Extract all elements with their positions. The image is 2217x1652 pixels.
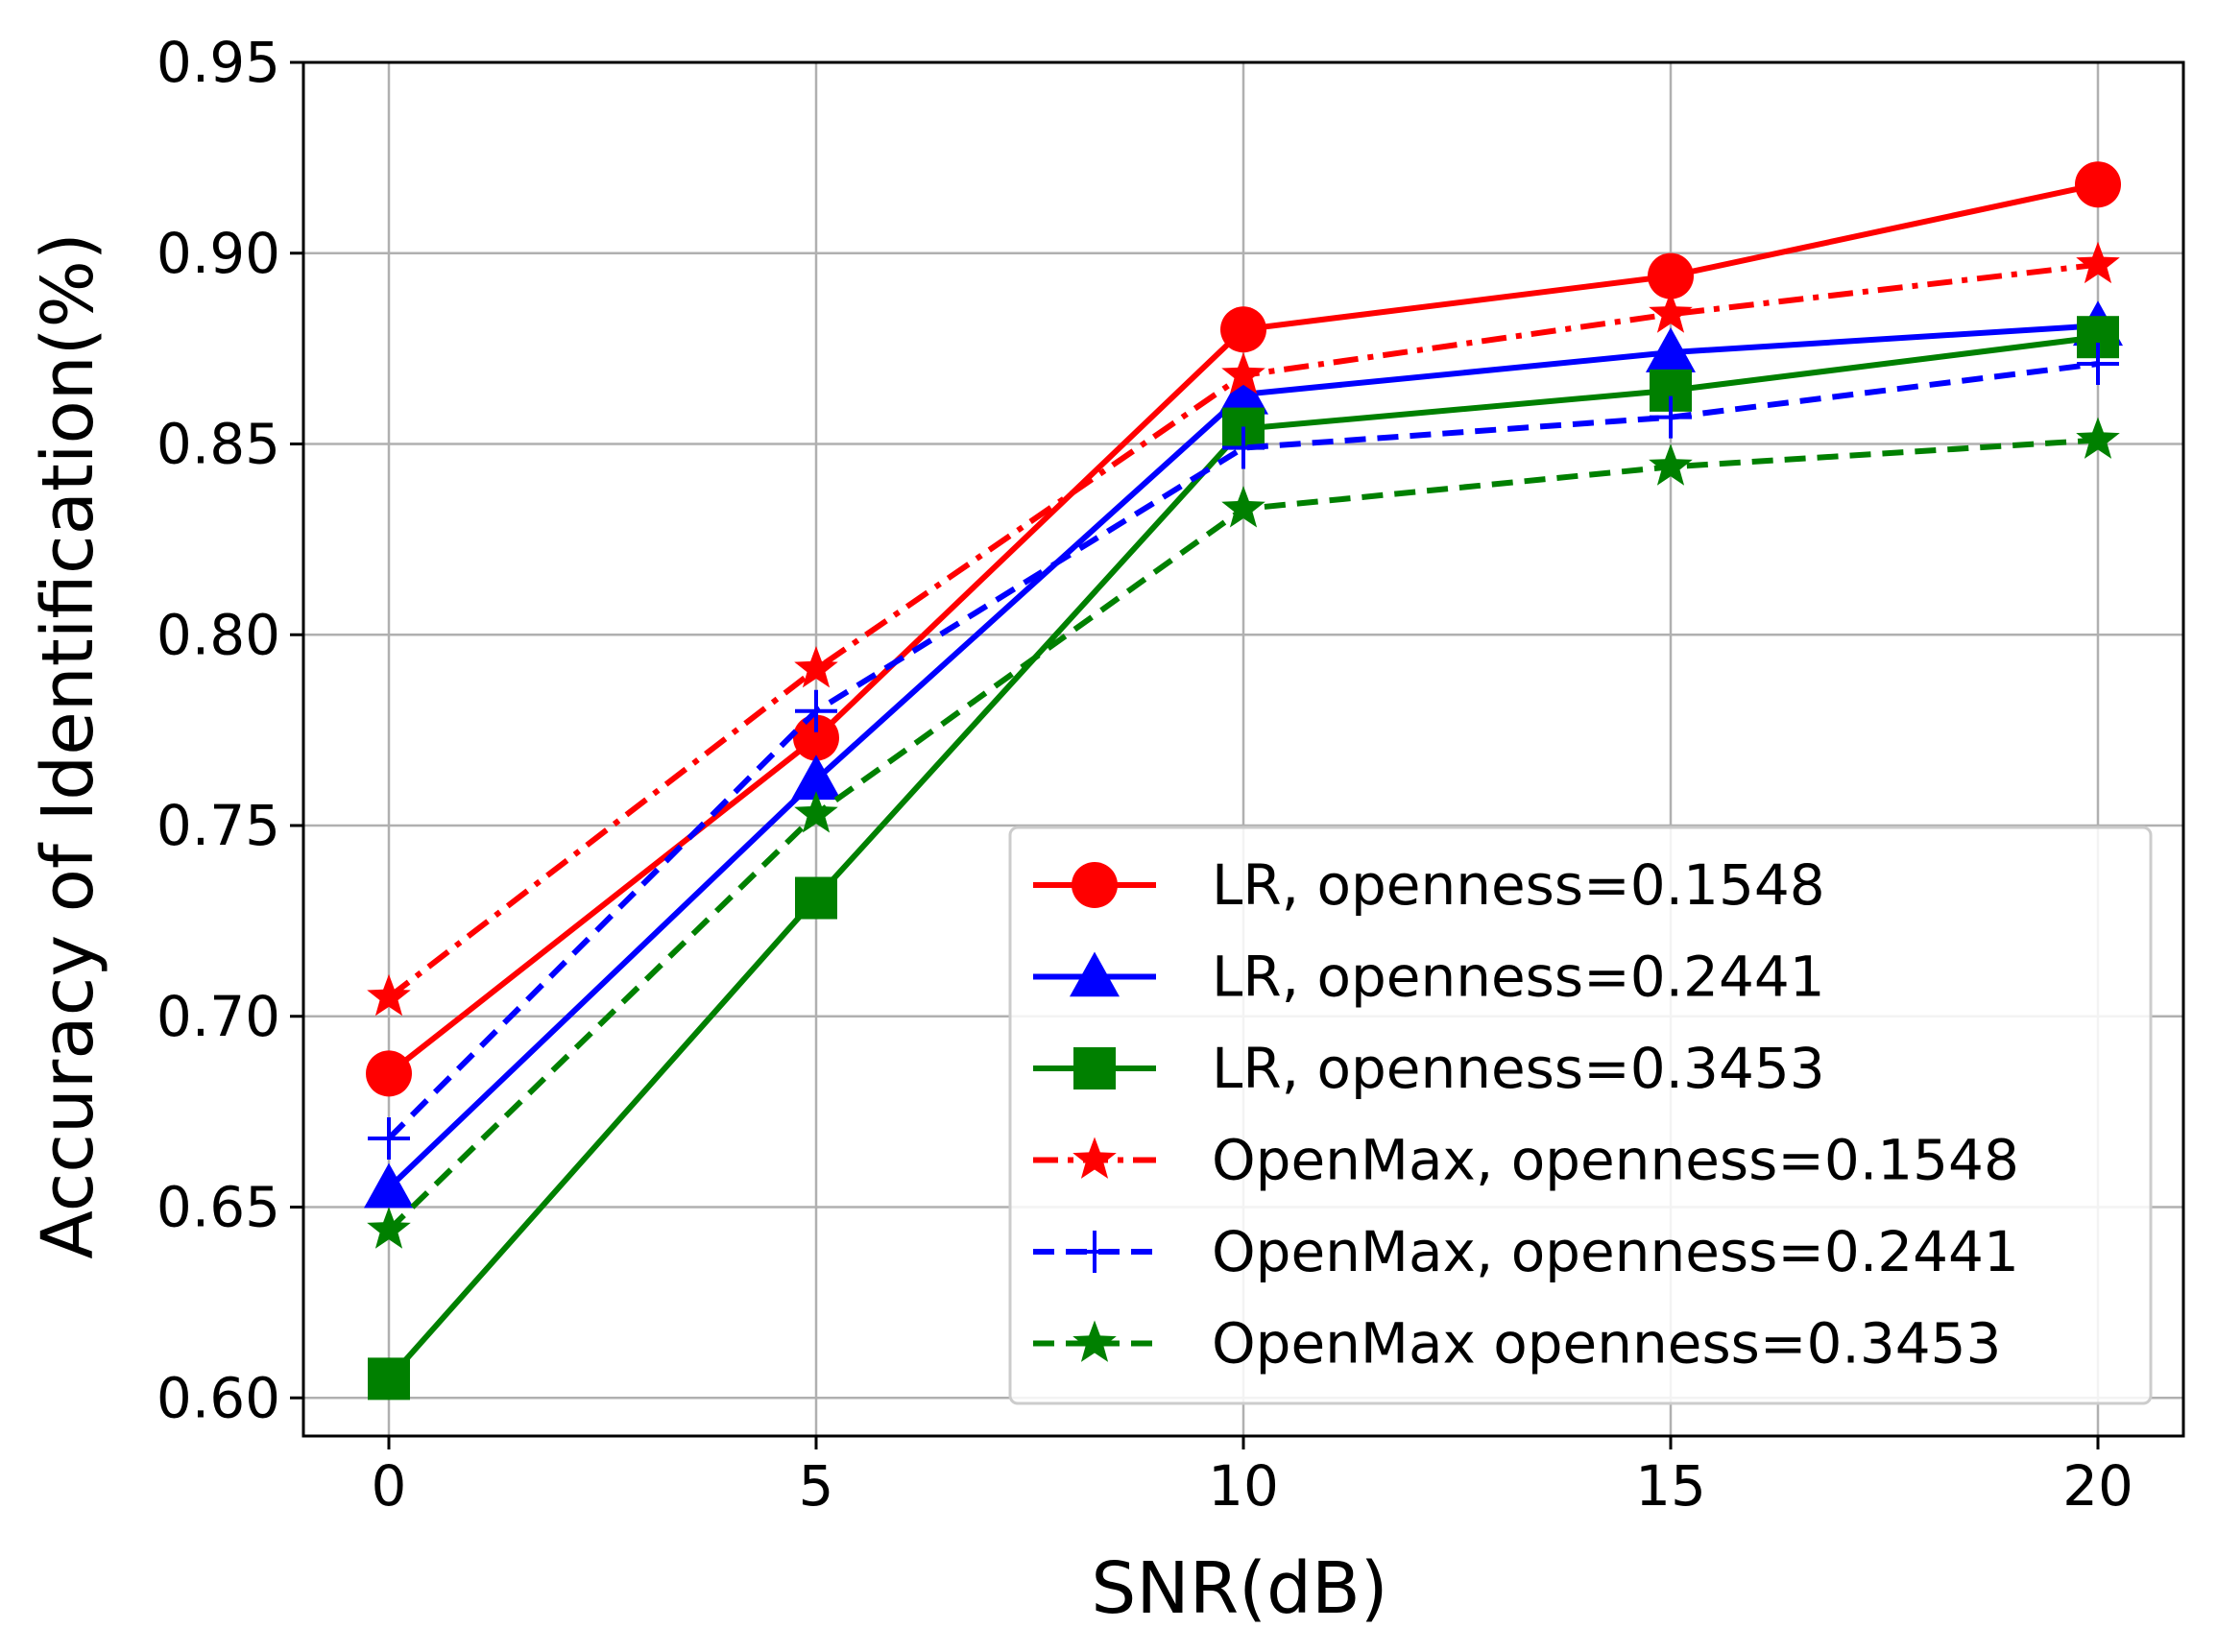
data-point-marker	[367, 973, 411, 1017]
legend-marker	[1070, 951, 1120, 997]
legend-entry: LR, openness=0.2441	[1033, 945, 1825, 1010]
legend-entry: LR, openness=0.3453	[1033, 1036, 1825, 1101]
data-point-marker	[1218, 369, 1268, 415]
legend-entry: OpenMax openness=0.3453	[1033, 1311, 2001, 1377]
y-tick-label: 0.65	[157, 1175, 280, 1240]
axis-ticks: 0 5 10 15 20 0.60 0.65 0.70 0.75 0.80 0.85 0.90 0.95	[157, 30, 2133, 1519]
legend-label: OpenMax, openness=0.1548	[1212, 1128, 2019, 1193]
data-point-marker	[366, 1050, 412, 1097]
y-tick-label: 0.85	[157, 412, 280, 477]
y-tick-label: 0.90	[157, 221, 280, 286]
x-tick-label: 0	[372, 1453, 407, 1519]
y-tick-label: 0.70	[157, 984, 280, 1049]
legend-entry: OpenMax, openness=0.2441	[1033, 1219, 2019, 1284]
legend-marker	[1073, 1047, 1116, 1089]
data-point-marker	[1221, 486, 1265, 528]
y-tick-label: 0.60	[157, 1365, 280, 1430]
series-line	[386, 361, 2099, 1141]
x-tick-label: 15	[1635, 1453, 1706, 1519]
y-tick-label: 0.95	[157, 30, 280, 95]
data-point-marker	[1648, 252, 1694, 299]
legend-label: LR, openness=0.2441	[1212, 945, 1825, 1010]
data-point-marker	[1221, 351, 1265, 395]
x-tick-label: 10	[1208, 1453, 1279, 1519]
data-point-marker	[1222, 426, 1265, 469]
y-axis-title: Accuracy of Identification(%)	[27, 232, 109, 1258]
data-point-marker	[367, 1207, 411, 1249]
legend-label: OpenMax openness=0.3453	[1212, 1311, 2001, 1377]
legend-label: LR, openness=0.1548	[1212, 852, 1825, 918]
legend-label: LR, openness=0.3453	[1212, 1036, 1825, 1101]
x-axis-title: SNR(dB)	[1091, 1547, 1387, 1630]
series-5	[368, 343, 2119, 1160]
series-4	[367, 241, 2120, 1017]
data-point-marker	[2075, 161, 2121, 208]
data-point-marker	[794, 791, 838, 833]
data-point-marker	[1649, 443, 1693, 486]
y-tick-label: 0.80	[157, 602, 280, 667]
legend-marker	[1072, 862, 1118, 908]
data-point-marker	[793, 714, 839, 761]
data-point-marker	[1220, 306, 1266, 353]
legend-label: OpenMax, openness=0.2441	[1212, 1219, 2019, 1284]
data-point-marker	[794, 646, 838, 688]
y-tick-label: 0.75	[157, 793, 280, 858]
data-point-marker	[368, 1357, 410, 1401]
data-point-marker	[368, 1116, 410, 1160]
legend-entry: OpenMax, openness=0.1548	[1033, 1128, 2019, 1193]
data-point-marker	[1650, 395, 1692, 439]
x-tick-label: 5	[799, 1453, 834, 1519]
legend-marker	[1072, 1137, 1117, 1179]
data-point-marker	[795, 876, 837, 920]
data-point-marker	[2076, 417, 2120, 459]
data-point-marker	[1649, 291, 1693, 333]
legend-entry: LR, openness=0.1548	[1033, 852, 1825, 918]
data-point-marker	[791, 754, 841, 801]
legend: LR, openness=0.1548 LR, openness=0.2441 LR…	[1008, 826, 2153, 1405]
data-point-marker	[364, 1162, 414, 1209]
data-point-marker	[1646, 327, 1696, 372]
legend-marker	[1072, 1320, 1117, 1362]
x-tick-label: 20	[2062, 1453, 2133, 1519]
data-point-marker	[2076, 241, 2120, 284]
data-point-marker	[795, 689, 837, 732]
legend-box	[1008, 826, 2153, 1405]
series-lines	[364, 161, 2123, 1401]
legend-marker	[1073, 1231, 1116, 1273]
data-point-marker	[2077, 343, 2119, 386]
series-6	[367, 417, 2120, 1249]
